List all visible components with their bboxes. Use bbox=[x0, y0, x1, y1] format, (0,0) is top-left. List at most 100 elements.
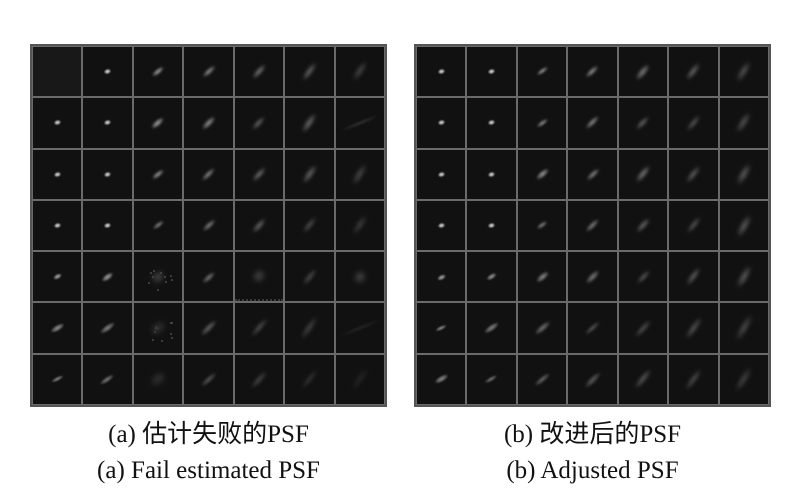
noise-dot bbox=[169, 321, 172, 324]
psf-blob bbox=[583, 369, 602, 389]
psf-cell bbox=[133, 303, 183, 353]
psf-blob bbox=[249, 369, 269, 390]
psf-blob bbox=[437, 222, 446, 229]
psf-cell bbox=[719, 98, 768, 148]
caption-a-english: (a) Fail estimated PSF bbox=[97, 457, 320, 484]
psf-cell bbox=[33, 252, 82, 302]
psf-cell bbox=[618, 303, 668, 353]
psf-blob bbox=[485, 271, 498, 282]
psf-blob bbox=[338, 318, 381, 338]
psf-blob bbox=[533, 319, 552, 337]
psf-blob bbox=[201, 64, 216, 79]
psf-cell bbox=[517, 47, 567, 97]
psf-blob bbox=[487, 119, 496, 127]
psf-blob bbox=[735, 213, 753, 238]
psf-blob bbox=[100, 270, 115, 284]
psf-cell bbox=[618, 149, 668, 199]
psf-cell bbox=[285, 149, 334, 199]
psf-blob bbox=[53, 119, 62, 127]
psf-cell bbox=[417, 200, 466, 251]
psf-cell bbox=[669, 252, 718, 302]
psf-blob bbox=[584, 115, 601, 131]
psf-blob bbox=[249, 317, 269, 339]
psf-cell bbox=[417, 252, 466, 302]
psf-cell bbox=[285, 47, 334, 97]
psf-grid-adjusted bbox=[414, 44, 771, 407]
psf-blob bbox=[433, 373, 449, 386]
psf-cell bbox=[568, 200, 617, 251]
psf-cell bbox=[467, 149, 516, 199]
psf-blob bbox=[735, 60, 752, 83]
psf-cell bbox=[517, 200, 567, 251]
psf-blob bbox=[734, 314, 754, 342]
psf-blob bbox=[487, 68, 496, 75]
psf-blob bbox=[99, 372, 116, 387]
psf-blob bbox=[483, 321, 501, 336]
psf-cell bbox=[719, 252, 768, 302]
psf-cell bbox=[568, 303, 617, 353]
psf-cell bbox=[335, 200, 384, 251]
psf-cell bbox=[83, 252, 132, 302]
psf-blob bbox=[437, 68, 446, 75]
noise-dot bbox=[171, 336, 174, 339]
psf-blob bbox=[633, 368, 653, 391]
psf-cell bbox=[417, 354, 466, 404]
noise-dot bbox=[152, 338, 155, 341]
psf-cell bbox=[719, 200, 768, 251]
psf-cell bbox=[83, 200, 132, 251]
psf-blob bbox=[340, 114, 379, 132]
psf-cell bbox=[83, 303, 132, 353]
psf-blob bbox=[99, 320, 117, 336]
psf-cell bbox=[184, 149, 233, 199]
psf-cell bbox=[285, 354, 334, 404]
caption-b-chinese: (b) 改进后的PSF bbox=[503, 421, 682, 448]
psf-blob bbox=[437, 170, 446, 178]
psf-blob bbox=[487, 222, 496, 229]
psf-cell bbox=[234, 149, 284, 199]
psf-blob bbox=[535, 117, 549, 129]
psf-blob bbox=[437, 119, 446, 127]
psf-cell bbox=[568, 149, 617, 199]
psf-cell bbox=[184, 98, 233, 148]
psf-blob bbox=[533, 371, 551, 388]
psf-blob bbox=[53, 222, 62, 229]
psf-blob bbox=[199, 371, 218, 388]
noise-dot bbox=[156, 289, 159, 292]
psf-cell bbox=[568, 252, 617, 302]
psf-cell bbox=[669, 303, 718, 353]
psf-blob bbox=[53, 170, 62, 178]
psf-blob bbox=[147, 317, 169, 339]
psf-blob bbox=[350, 267, 369, 286]
psf-cell bbox=[719, 354, 768, 404]
psf-blob bbox=[683, 367, 703, 391]
caption-a-chinese: (a) 估计失败的PSF bbox=[108, 421, 309, 448]
psf-cell bbox=[234, 200, 284, 251]
psf-blob bbox=[634, 62, 652, 81]
psf-cell bbox=[669, 98, 718, 148]
psf-cell bbox=[335, 98, 384, 148]
noise-dot bbox=[171, 278, 174, 281]
psf-blob bbox=[150, 115, 166, 131]
psf-blob bbox=[250, 63, 267, 81]
psf-blob bbox=[484, 373, 499, 385]
psf-cell bbox=[133, 252, 183, 302]
psf-blob bbox=[199, 318, 218, 338]
psf-blob bbox=[584, 217, 601, 234]
psf-cell bbox=[719, 149, 768, 199]
psf-cell bbox=[517, 303, 567, 353]
psf-blob bbox=[436, 272, 447, 281]
psf-blob bbox=[151, 168, 165, 181]
psf-cell bbox=[184, 252, 233, 302]
psf-cell bbox=[618, 252, 668, 302]
psf-blob bbox=[51, 272, 63, 282]
psf-blob bbox=[584, 268, 601, 285]
psf-cell bbox=[669, 354, 718, 404]
psf-blob bbox=[49, 321, 66, 335]
psf-cell bbox=[234, 47, 284, 97]
psf-cell bbox=[467, 354, 516, 404]
psf-blob bbox=[584, 64, 601, 79]
psf-cell bbox=[517, 354, 567, 404]
psf-cell bbox=[285, 98, 334, 148]
psf-cell bbox=[83, 149, 132, 199]
psf-cell bbox=[417, 303, 466, 353]
